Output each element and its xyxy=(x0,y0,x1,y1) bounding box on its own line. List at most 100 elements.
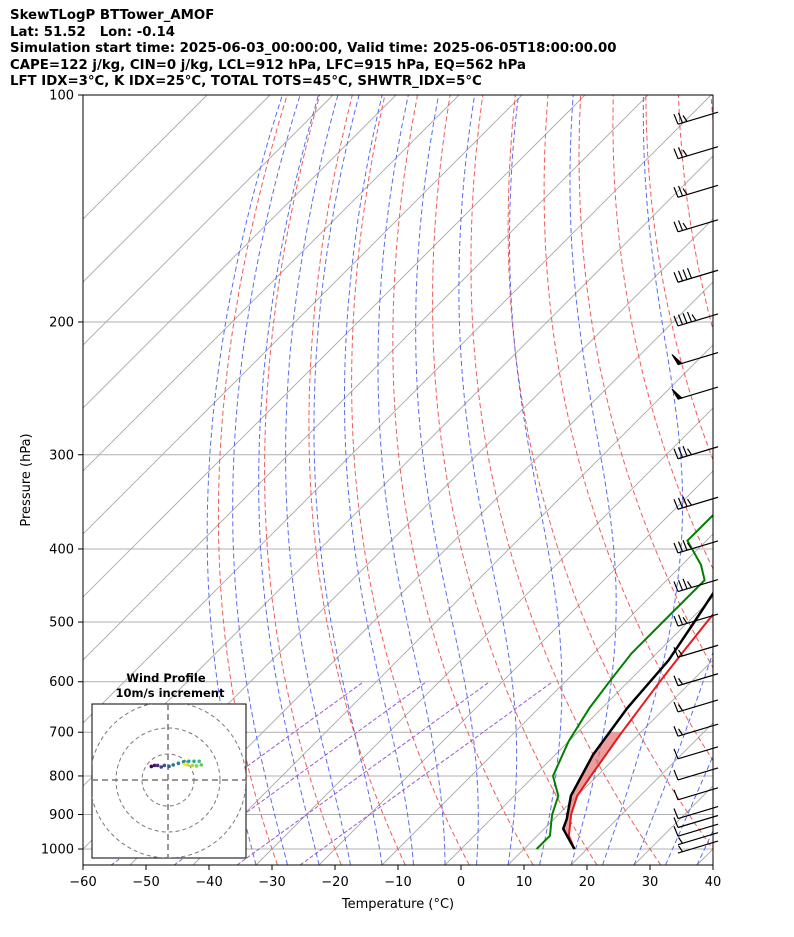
barb-flag xyxy=(671,388,684,400)
isotherm-line xyxy=(129,281,713,865)
barb-feather xyxy=(678,728,683,736)
barb-feather xyxy=(691,314,697,321)
hodograph-point xyxy=(149,764,154,769)
hodograph-frame xyxy=(91,703,247,859)
dry-adiabat xyxy=(710,95,713,128)
moist-adiabat xyxy=(344,95,414,865)
wind-barbs xyxy=(671,111,719,854)
hodograph-point xyxy=(152,763,157,768)
wind-barb xyxy=(673,540,719,554)
barb-feather xyxy=(682,617,688,624)
barb-feather xyxy=(682,496,688,507)
barb-feather xyxy=(678,704,683,711)
wind-barb xyxy=(677,832,719,846)
isotherm-line xyxy=(507,659,713,865)
dry-adiabat xyxy=(507,95,713,850)
barb-staff xyxy=(677,673,719,687)
wind-barb xyxy=(673,578,719,593)
isotherm-line xyxy=(318,470,713,865)
wind-barb xyxy=(673,787,719,801)
wind-barb xyxy=(673,805,719,820)
x-tick-label: 30 xyxy=(642,875,659,890)
hodograph-point xyxy=(197,759,201,764)
barb-staff xyxy=(677,767,719,781)
x-tick-label: −30 xyxy=(258,875,285,890)
x-tick-label: −20 xyxy=(321,875,348,890)
profile-lines xyxy=(535,513,713,850)
isotherm-line xyxy=(83,95,334,346)
dry-adiabat xyxy=(432,95,598,865)
isotherm-line xyxy=(83,95,460,472)
wind-barb xyxy=(673,111,719,125)
barb-staff xyxy=(677,814,719,829)
wind-barb xyxy=(673,823,719,837)
wind-barb xyxy=(673,267,719,283)
wind-barb xyxy=(677,840,719,854)
wind-barb xyxy=(673,311,719,327)
y-tick-label: 100 xyxy=(49,89,74,104)
isotherm-line xyxy=(696,848,713,865)
wind-barb xyxy=(673,613,719,627)
cape-line: CAPE=122 j/kg, CIN=0 j/kg, LCL=912 hPa, … xyxy=(10,57,527,73)
parcel-profile xyxy=(561,591,713,850)
wind-barb xyxy=(673,184,719,198)
moist-adiabat xyxy=(602,95,683,865)
barb-feather xyxy=(673,499,679,510)
isotherm-line xyxy=(83,95,649,661)
wind-barb xyxy=(671,386,719,400)
barb-feather xyxy=(677,497,684,509)
dry-adiabat xyxy=(645,95,713,462)
y-tick-label: 600 xyxy=(49,675,74,690)
barb-staff xyxy=(677,184,719,198)
y-tick-label: 500 xyxy=(49,616,74,631)
barb-staff xyxy=(677,496,719,510)
barb-feather xyxy=(677,270,684,282)
barb-feather xyxy=(673,581,679,592)
barb-feather xyxy=(677,220,684,231)
y-tick-label: 200 xyxy=(49,315,74,330)
x-tick-label: −40 xyxy=(195,875,222,890)
barb-feather xyxy=(677,112,684,124)
barb-staff xyxy=(677,823,719,837)
wind-barb xyxy=(673,146,719,160)
x-tick-label: −60 xyxy=(69,875,96,890)
moist-adiabat xyxy=(696,829,713,865)
barb-staff xyxy=(677,723,719,737)
barb-staff xyxy=(677,805,719,820)
barb-staff xyxy=(677,699,719,713)
isotherm-line xyxy=(83,95,712,724)
wind-barb xyxy=(673,673,719,687)
y-tick-label: 300 xyxy=(49,448,74,463)
barb-feather xyxy=(673,221,679,232)
dry-adiabat xyxy=(543,95,713,762)
barb-feather xyxy=(673,769,679,781)
barb-feather xyxy=(673,789,679,801)
time-line: Simulation start time: 2025-06-03_00:00:… xyxy=(10,41,617,56)
wind-barb xyxy=(673,445,719,460)
moist-adiabat xyxy=(458,95,518,865)
hodograph-point xyxy=(155,763,160,768)
barb-feather xyxy=(682,222,688,230)
dry-adiabat xyxy=(744,95,794,865)
wind-barb xyxy=(673,699,719,713)
wind-barb xyxy=(673,644,719,658)
barb-feather xyxy=(682,149,688,157)
shaded-area xyxy=(717,95,794,588)
y-tick-label: 800 xyxy=(49,769,74,784)
x-tick-label: 0 xyxy=(457,875,465,890)
barb-staff xyxy=(677,351,719,366)
barb-feather xyxy=(673,315,679,327)
wind-barb xyxy=(673,767,719,781)
dry-adiabat xyxy=(392,95,534,865)
hodograph-point xyxy=(187,759,191,764)
hodograph-point xyxy=(192,759,196,764)
x-axis-label: Temperature (°C) xyxy=(341,897,454,912)
barb-feather xyxy=(682,188,688,195)
barb-staff xyxy=(677,219,719,233)
barb-feather xyxy=(673,826,679,837)
barb-staff xyxy=(677,578,719,593)
barb-feather xyxy=(687,542,692,550)
barb-staff xyxy=(677,111,719,125)
barb-feather xyxy=(673,817,679,828)
